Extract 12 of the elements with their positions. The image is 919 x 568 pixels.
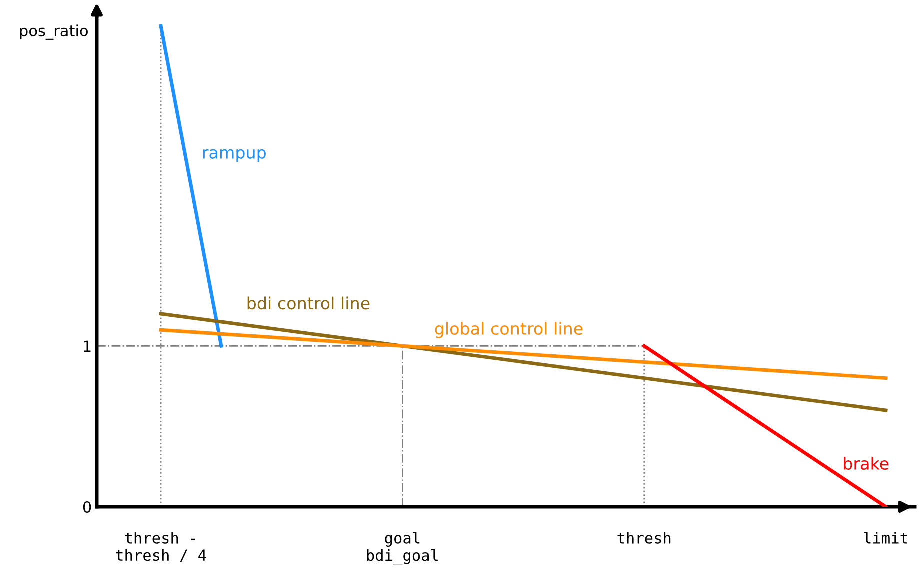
series-label: rampup	[203, 149, 266, 162]
y-tick-label: 1	[84, 340, 91, 352]
x-tick-label: thresh	[618, 532, 671, 544]
y-tick-label: 0	[83, 501, 92, 514]
x-tick-label: goal bdi_goal	[367, 532, 438, 565]
y-axis-title: pos_ratio	[20, 24, 88, 40]
series-label: brake	[844, 457, 889, 470]
line-series	[159, 312, 888, 412]
series-label: global control line	[435, 322, 583, 338]
x-tick-label: limit	[864, 532, 908, 544]
series-label: bdi control line	[248, 296, 370, 310]
x-tick-label: thresh - thresh / 4	[116, 532, 206, 562]
